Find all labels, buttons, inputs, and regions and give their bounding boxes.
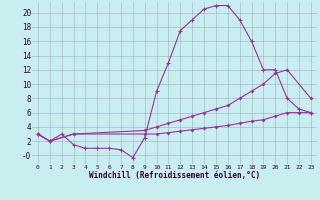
- X-axis label: Windchill (Refroidissement éolien,°C): Windchill (Refroidissement éolien,°C): [89, 171, 260, 180]
